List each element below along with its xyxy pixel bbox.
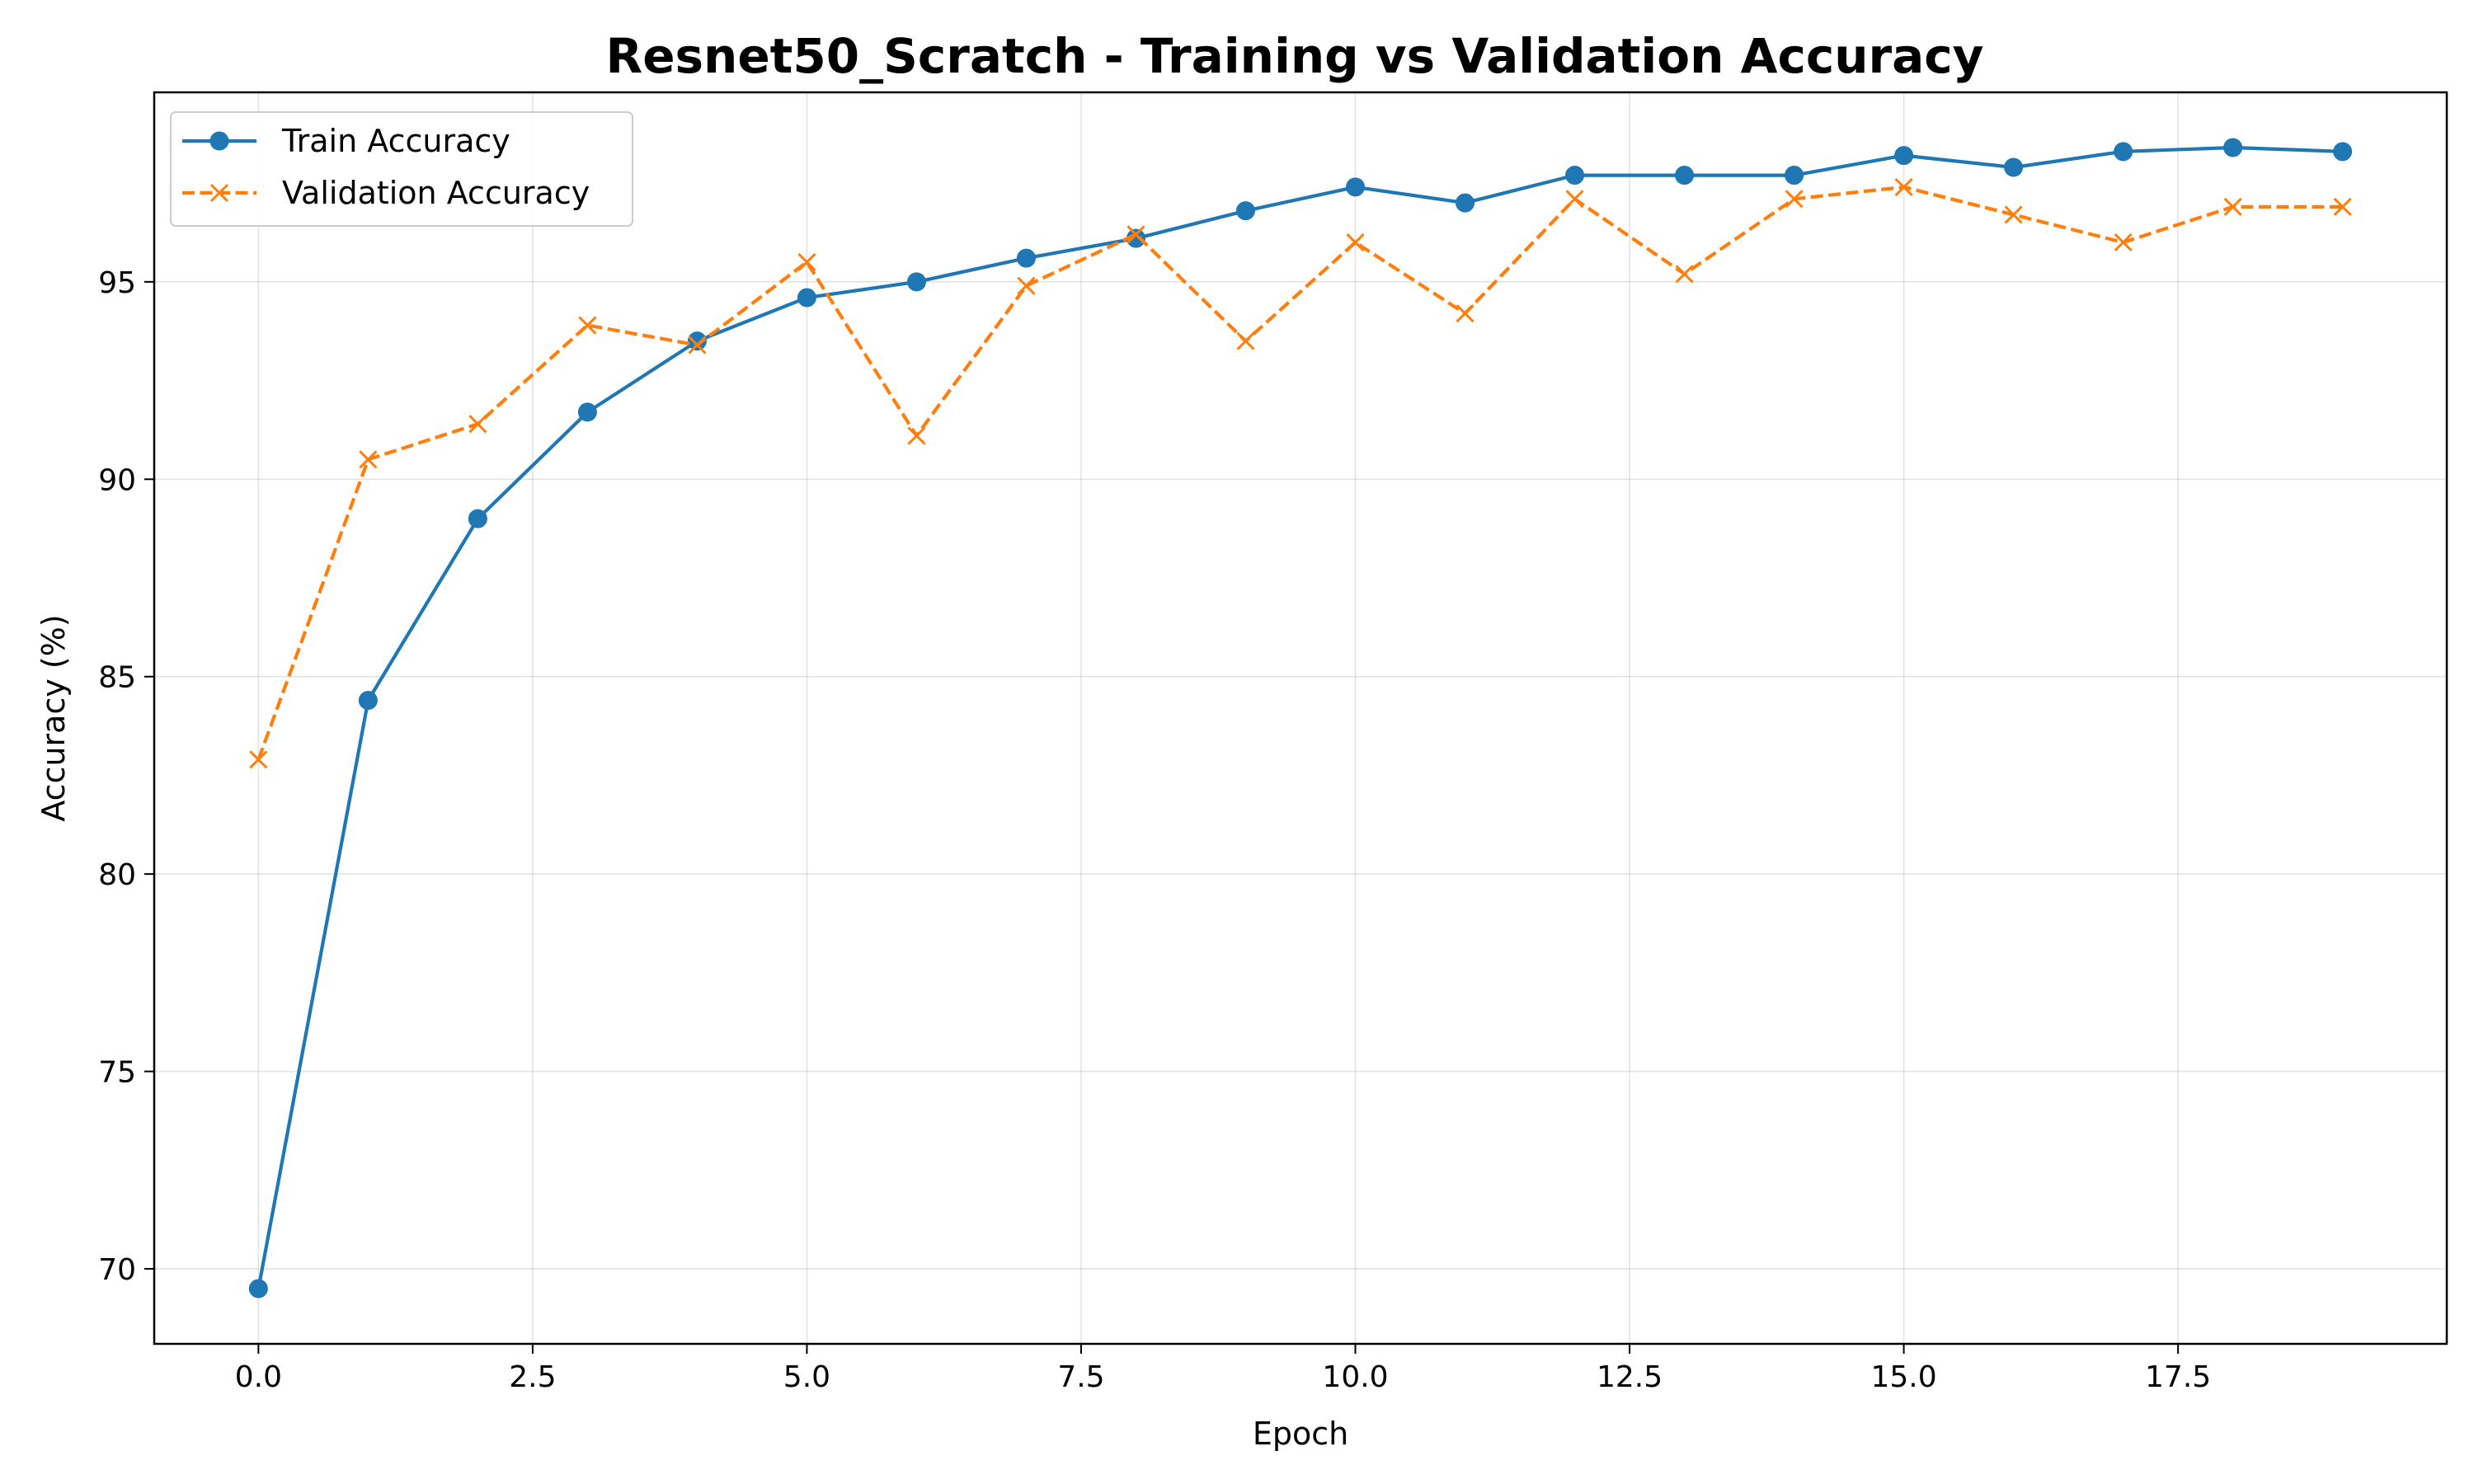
y-tick-label: 85 (98, 661, 136, 695)
series-validation-accuracy (249, 177, 2352, 769)
data-point (1785, 166, 1804, 186)
data-point (248, 1279, 268, 1298)
x-tick-label: 15.0 (1871, 1360, 1937, 1394)
marker-stroke (359, 450, 378, 469)
data-point (1346, 177, 1366, 197)
x-axis-label: Epoch (1253, 1416, 1348, 1452)
legend: Train Accuracy Validation Accuracy (170, 111, 633, 227)
data-point (907, 426, 926, 445)
data-point (687, 331, 707, 351)
data-point (1565, 166, 1585, 186)
x-tick-label: 5.0 (783, 1360, 830, 1394)
legend-marker (209, 183, 229, 203)
data-point (797, 252, 816, 271)
x-tick-label: 10.0 (1322, 1360, 1388, 1394)
data-point (1346, 232, 1365, 252)
data-point (2223, 197, 2242, 216)
legend-label: Train Accuracy (281, 123, 510, 159)
data-point (1126, 225, 1145, 244)
y-tick-label: 70 (98, 1253, 136, 1287)
data-point (1675, 265, 1694, 284)
y-tick-label: 95 (98, 266, 136, 300)
data-point (577, 402, 597, 422)
x-tick-label: 7.5 (1057, 1360, 1104, 1394)
data-point (468, 509, 487, 528)
data-point (1894, 177, 1913, 196)
marker-stroke (209, 183, 229, 203)
data-point (1017, 276, 1036, 295)
legend-marker (209, 131, 229, 151)
x-tick-label: 2.5 (509, 1360, 556, 1394)
marker-stroke (1456, 304, 1475, 323)
data-point (358, 690, 378, 710)
data-point (2114, 142, 2133, 162)
series-layer (248, 138, 2353, 1298)
data-point (1565, 190, 1584, 209)
y-tick-label: 80 (98, 858, 136, 892)
marker-stroke (797, 252, 816, 271)
marker-stroke (468, 415, 487, 434)
chart-title: Resnet50_Scratch - Training vs Validatio… (606, 28, 1984, 84)
data-point (906, 272, 926, 292)
legend-label: Validation Accuracy (282, 175, 590, 211)
data-point (578, 316, 597, 335)
marker-stroke (1346, 232, 1365, 252)
data-point (1894, 146, 1914, 166)
ticks: 0.0 2.5 5.0 7.5 10.0 12.5 15.0 17.5 70 75 80 85 90 95 (98, 266, 2211, 1394)
data-point (1675, 166, 1695, 186)
data-point (688, 336, 707, 355)
series-line-validation-accuracy (256, 185, 2343, 761)
data-point (1016, 248, 1036, 268)
data-point (2223, 138, 2243, 157)
data-point (797, 288, 816, 308)
marker-stroke (1675, 265, 1694, 284)
plot-frame (153, 91, 2448, 1345)
marker-stroke (578, 316, 597, 335)
y-tick-label: 90 (98, 463, 136, 497)
series-line-train-accuracy (256, 145, 2343, 1289)
marker-stroke (1236, 331, 1255, 350)
legend-frame (170, 111, 633, 227)
legend-entries: Train Accuracy Validation Accuracy (182, 123, 590, 211)
x-tick-label: 0.0 (235, 1360, 282, 1394)
data-point (2333, 197, 2352, 216)
data-point (1785, 190, 1804, 209)
data-point (2004, 205, 2023, 224)
marker-stroke (688, 336, 707, 355)
y-axis-label: Accuracy (%) (35, 614, 72, 821)
marker-stroke (1126, 225, 1145, 244)
data-point (1236, 331, 1255, 350)
marker-stroke (2114, 232, 2133, 252)
marker-stroke (1785, 190, 1804, 209)
data-point (2333, 142, 2353, 162)
marker-stroke (1017, 276, 1036, 295)
data-point (2114, 232, 2133, 252)
data-point (249, 750, 268, 769)
marker-stroke (1565, 190, 1584, 209)
marker-stroke (2333, 197, 2352, 216)
legend-entry: Validation Accuracy (182, 175, 590, 211)
data-point (1235, 201, 1255, 221)
marker-stroke (2004, 205, 2023, 224)
x-tick-label: 17.5 (2145, 1360, 2211, 1394)
data-point (2004, 157, 2024, 177)
data-point (1456, 193, 1475, 213)
marker-stroke (907, 426, 926, 445)
series-train-accuracy (248, 138, 2353, 1298)
marker-stroke (1894, 177, 1913, 196)
marker-stroke (249, 750, 268, 769)
data-point (359, 450, 378, 469)
y-tick-label: 75 (98, 1056, 136, 1090)
data-point (468, 415, 487, 434)
marker-stroke (2223, 197, 2242, 216)
data-point (1456, 304, 1475, 323)
legend-entry: Train Accuracy (182, 123, 510, 159)
x-tick-label: 12.5 (1597, 1360, 1663, 1394)
